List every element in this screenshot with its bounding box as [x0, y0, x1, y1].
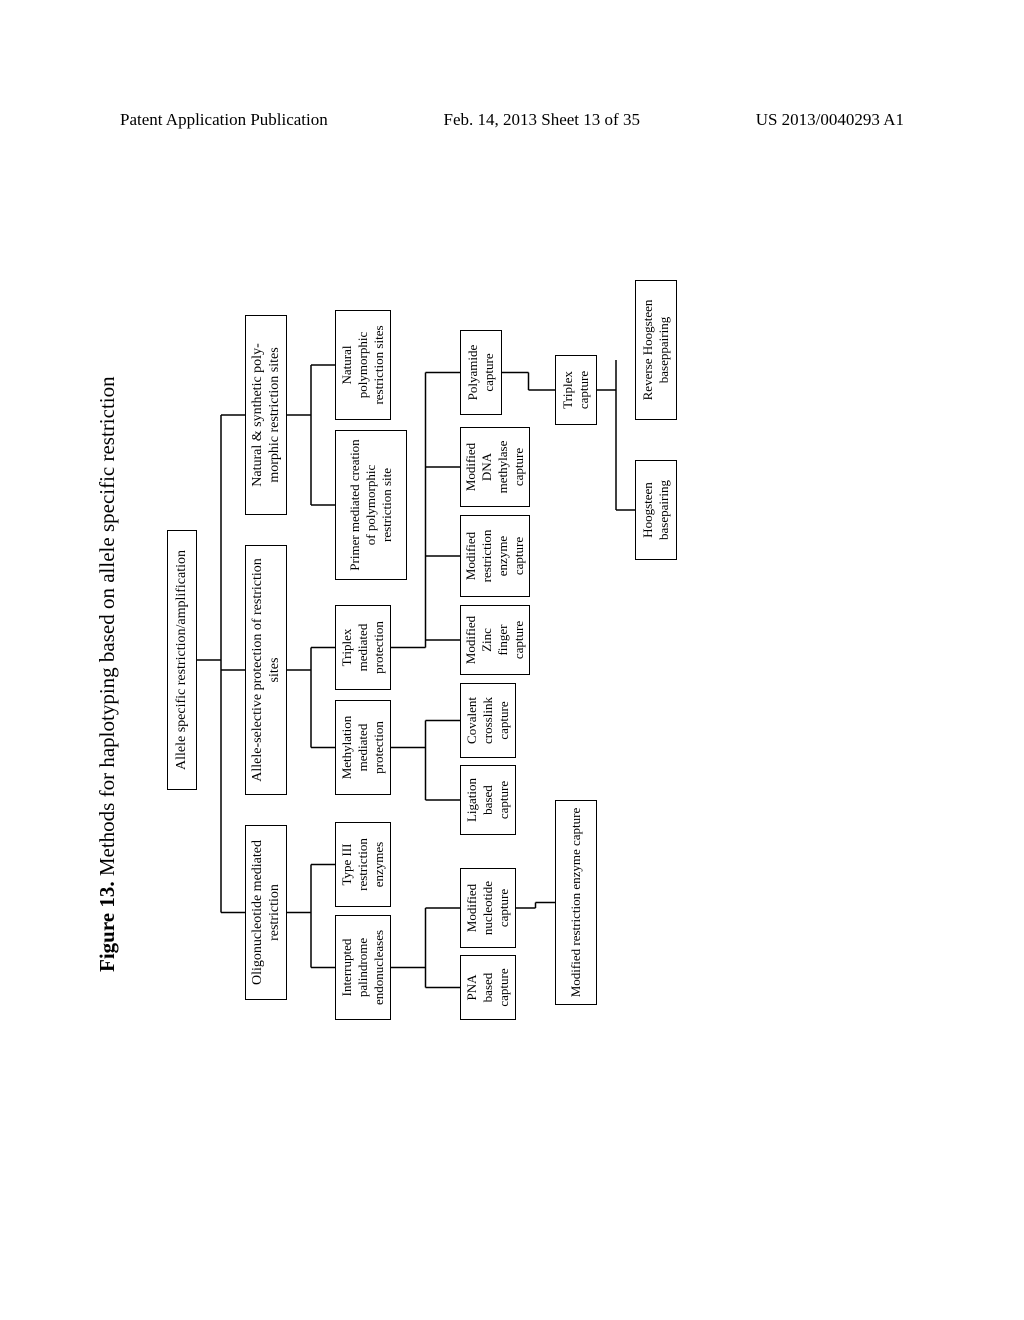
- page-header: Patent Application Publication Feb. 14, …: [0, 110, 1024, 130]
- node-l3b2: Triplex mediated protection: [335, 605, 391, 690]
- node-root: Allele specific restriction/amplificatio…: [167, 530, 197, 790]
- node-l4-2: Modified nucleotide capture: [460, 868, 516, 948]
- node-l3b2-label: Triplex mediated protection: [339, 612, 388, 683]
- node-l5a: Modified restriction enzyme capture: [555, 800, 597, 1005]
- node-l3c1-label: Primer mediated creation of polymorphic …: [347, 437, 396, 573]
- figure-title-text: Methods for haplotyping based on allele …: [95, 376, 119, 876]
- node-l3c2: Natural polymorphic restriction sites: [335, 310, 391, 420]
- node-l4-4: Covalent crosslink capture: [460, 683, 516, 758]
- node-l4-1: PNA based capture: [460, 955, 516, 1020]
- node-l6b: Reverse Hoogsteen baseppairing: [635, 280, 677, 420]
- node-l2b-label: Allele-selective protection of restricti…: [249, 552, 284, 788]
- node-l5b: Triplex capture: [555, 355, 597, 425]
- node-l4-8-label: Polyamide capture: [465, 337, 498, 408]
- figure-number: Figure 13.: [95, 876, 119, 972]
- node-l4-1-label: PNA based capture: [464, 962, 513, 1013]
- node-l6a-label: Hoogsteen basepairing: [640, 467, 673, 553]
- diagram: Figure 13. Methods for haplotyping based…: [55, 360, 955, 1020]
- node-l2b: Allele-selective protection of restricti…: [245, 545, 287, 795]
- node-l4-7-label: Modified DNA methylase capture: [463, 434, 528, 500]
- node-l4-3-label: Ligation based capture: [464, 772, 513, 828]
- node-l4-8: Polyamide capture: [460, 330, 502, 415]
- node-l3c1: Primer mediated creation of polymorphic …: [335, 430, 407, 580]
- node-l2c-label: Natural & synthetic poly-morphic restric…: [249, 322, 284, 508]
- node-l4-3: Ligation based capture: [460, 765, 516, 835]
- node-l4-5-label: Modified Zinc finger capture: [463, 612, 528, 668]
- header-left: Patent Application Publication: [120, 110, 328, 130]
- node-l2a: Oligonucleotide mediated restriction: [245, 825, 287, 1000]
- node-l6b-label: Reverse Hoogsteen baseppairing: [640, 287, 673, 413]
- header-right: US 2013/0040293 A1: [756, 110, 904, 130]
- node-root-label: Allele specific restriction/amplificatio…: [173, 550, 191, 770]
- node-l4-6-label: Modified restriction enzyme capture: [463, 522, 528, 590]
- node-l5a-label: Modified restriction enzyme capture: [568, 808, 584, 998]
- figure-title: Figure 13. Methods for haplotyping based…: [95, 376, 120, 972]
- node-l2c: Natural & synthetic poly-morphic restric…: [245, 315, 287, 515]
- header-mid: Feb. 14, 2013 Sheet 13 of 35: [444, 110, 640, 130]
- node-l3a2: Type III restriction enzymes: [335, 822, 391, 907]
- node-l4-4-label: Covalent crosslink capture: [464, 690, 513, 751]
- node-l6a: Hoogsteen basepairing: [635, 460, 677, 560]
- node-l3a1-label: Interrupted palindrome endonucleases: [339, 922, 388, 1013]
- node-l3b1: Methylation mediated protection: [335, 700, 391, 795]
- node-l4-6: Modified restriction enzyme capture: [460, 515, 530, 597]
- node-l4-2-label: Modified nucleotide capture: [464, 875, 513, 941]
- node-l5b-label: Triplex capture: [560, 362, 593, 418]
- node-l4-5: Modified Zinc finger capture: [460, 605, 530, 675]
- node-l3c2-label: Natural polymorphic restriction sites: [339, 317, 388, 413]
- node-l3a2-label: Type III restriction enzymes: [339, 829, 388, 900]
- node-l3b1-label: Methylation mediated protection: [339, 707, 388, 788]
- node-l2a-label: Oligonucleotide mediated restriction: [249, 832, 284, 993]
- node-l4-7: Modified DNA methylase capture: [460, 427, 530, 507]
- node-l3a1: Interrupted palindrome endonucleases: [335, 915, 391, 1020]
